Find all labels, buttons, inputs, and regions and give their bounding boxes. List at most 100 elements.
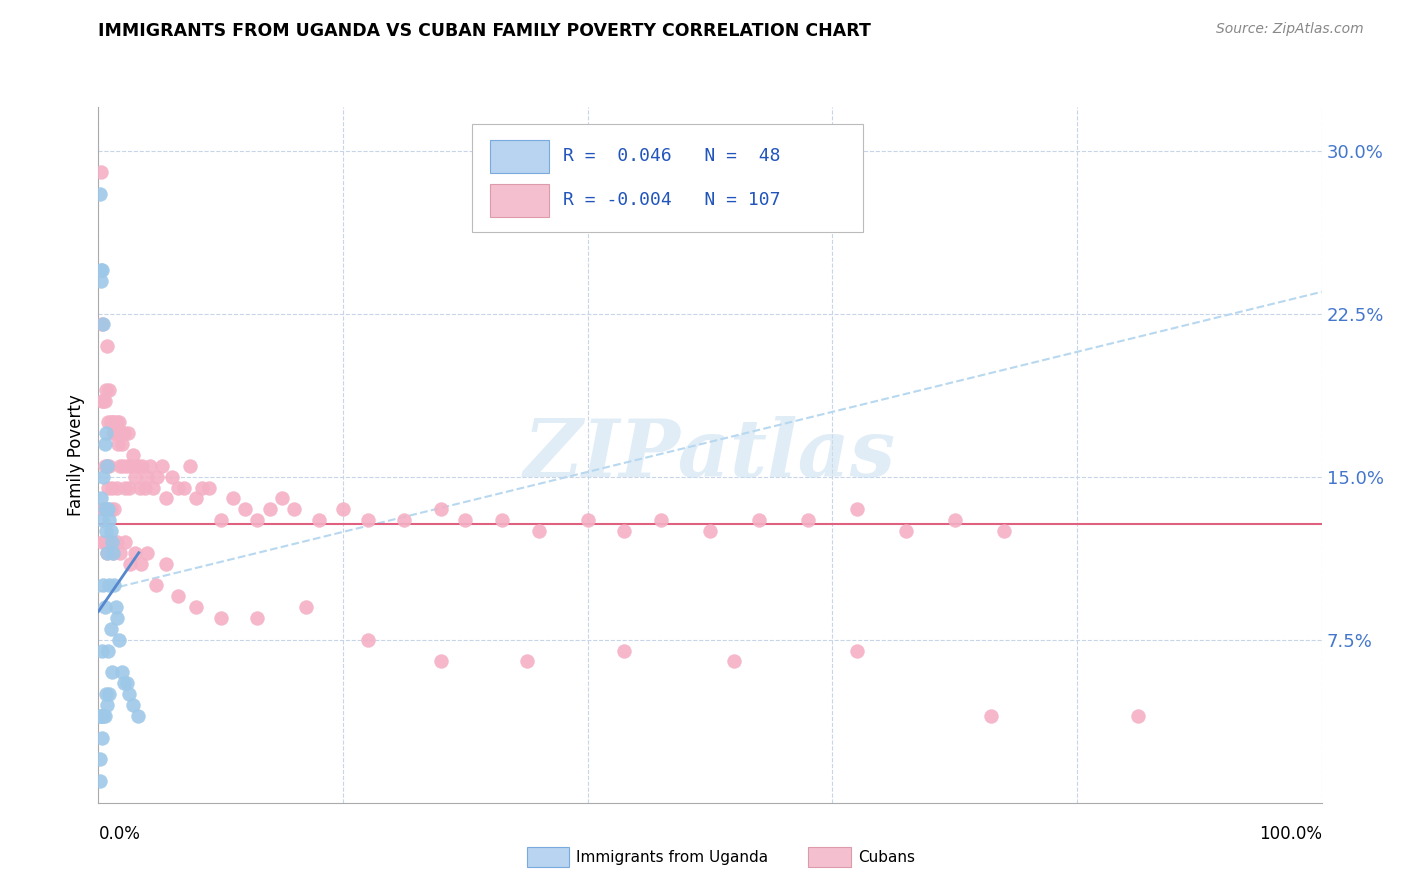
Point — [356, 513, 378, 527]
Point — [111, 437, 134, 451]
Point — [101, 415, 124, 429]
Point — [1128, 708, 1150, 723]
Text: Cubans: Cubans — [858, 850, 915, 864]
Point — [89, 774, 111, 789]
Point — [93, 535, 115, 549]
Text: Immigrants from Uganda: Immigrants from Uganda — [576, 850, 769, 864]
Text: IMMIGRANTS FROM UGANDA VS CUBAN FAMILY POVERTY CORRELATION CHART: IMMIGRANTS FROM UGANDA VS CUBAN FAMILY P… — [98, 22, 872, 40]
Point — [104, 600, 127, 615]
Point — [91, 708, 114, 723]
Point — [98, 535, 121, 549]
Point — [124, 469, 146, 483]
Point — [127, 458, 149, 473]
Point — [209, 611, 232, 625]
Point — [93, 458, 115, 473]
Point — [845, 643, 868, 657]
Point — [186, 491, 208, 506]
Point — [89, 186, 111, 201]
Point — [100, 415, 122, 429]
Point — [980, 708, 1002, 723]
FancyBboxPatch shape — [471, 124, 863, 232]
Point — [118, 481, 141, 495]
Point — [124, 546, 146, 560]
Point — [93, 393, 115, 408]
Point — [100, 622, 122, 636]
Point — [155, 491, 177, 506]
Point — [103, 502, 125, 516]
Point — [100, 502, 122, 516]
Point — [112, 676, 135, 690]
Point — [943, 513, 966, 527]
Point — [93, 437, 115, 451]
Point — [110, 458, 132, 473]
Point — [150, 458, 173, 473]
Point — [96, 698, 118, 712]
Point — [90, 491, 112, 506]
Text: ZIPatlas: ZIPatlas — [524, 417, 896, 493]
Point — [191, 481, 214, 495]
Point — [283, 502, 305, 516]
Point — [108, 632, 131, 647]
Point — [142, 481, 165, 495]
Point — [101, 546, 124, 560]
Point — [356, 632, 378, 647]
Point — [96, 502, 118, 516]
Point — [100, 524, 122, 538]
Point — [259, 502, 281, 516]
Text: 0.0%: 0.0% — [98, 825, 141, 843]
Point — [97, 643, 120, 657]
Point — [105, 611, 128, 625]
Point — [96, 546, 118, 560]
Y-axis label: Family Poverty: Family Poverty — [67, 394, 86, 516]
Point — [134, 481, 156, 495]
Point — [129, 557, 152, 571]
Point — [129, 481, 152, 495]
Point — [699, 524, 721, 538]
Point — [104, 426, 127, 441]
Point — [222, 491, 245, 506]
Point — [98, 513, 121, 527]
Point — [89, 752, 111, 766]
Point — [91, 318, 114, 332]
Point — [97, 502, 120, 516]
Point — [155, 557, 177, 571]
Point — [93, 708, 115, 723]
Point — [160, 469, 183, 483]
Point — [136, 546, 159, 560]
Point — [121, 698, 143, 712]
Point — [491, 513, 513, 527]
Point — [308, 513, 330, 527]
Point — [90, 263, 112, 277]
Point — [103, 578, 125, 592]
Point — [270, 491, 294, 506]
Bar — [489, 140, 548, 173]
Point — [98, 458, 121, 473]
Point — [576, 513, 599, 527]
Point — [430, 655, 453, 669]
Point — [114, 481, 136, 495]
Text: R = -0.004   N = 107: R = -0.004 N = 107 — [564, 191, 780, 210]
Point — [146, 469, 169, 483]
Point — [91, 263, 114, 277]
Point — [111, 665, 134, 680]
Point — [105, 481, 128, 495]
Point — [120, 557, 142, 571]
Point — [131, 458, 153, 473]
Point — [94, 426, 117, 441]
Point — [173, 481, 195, 495]
Point — [167, 481, 190, 495]
Point — [91, 469, 114, 483]
Point — [295, 600, 318, 615]
Point — [723, 655, 745, 669]
Point — [90, 274, 112, 288]
Point — [94, 687, 117, 701]
Point — [91, 502, 114, 516]
Point — [515, 655, 537, 669]
Point — [96, 458, 118, 473]
Point — [101, 426, 124, 441]
Point — [101, 665, 124, 680]
Point — [246, 513, 269, 527]
Point — [332, 502, 354, 516]
Text: 100.0%: 100.0% — [1258, 825, 1322, 843]
Point — [993, 524, 1015, 538]
